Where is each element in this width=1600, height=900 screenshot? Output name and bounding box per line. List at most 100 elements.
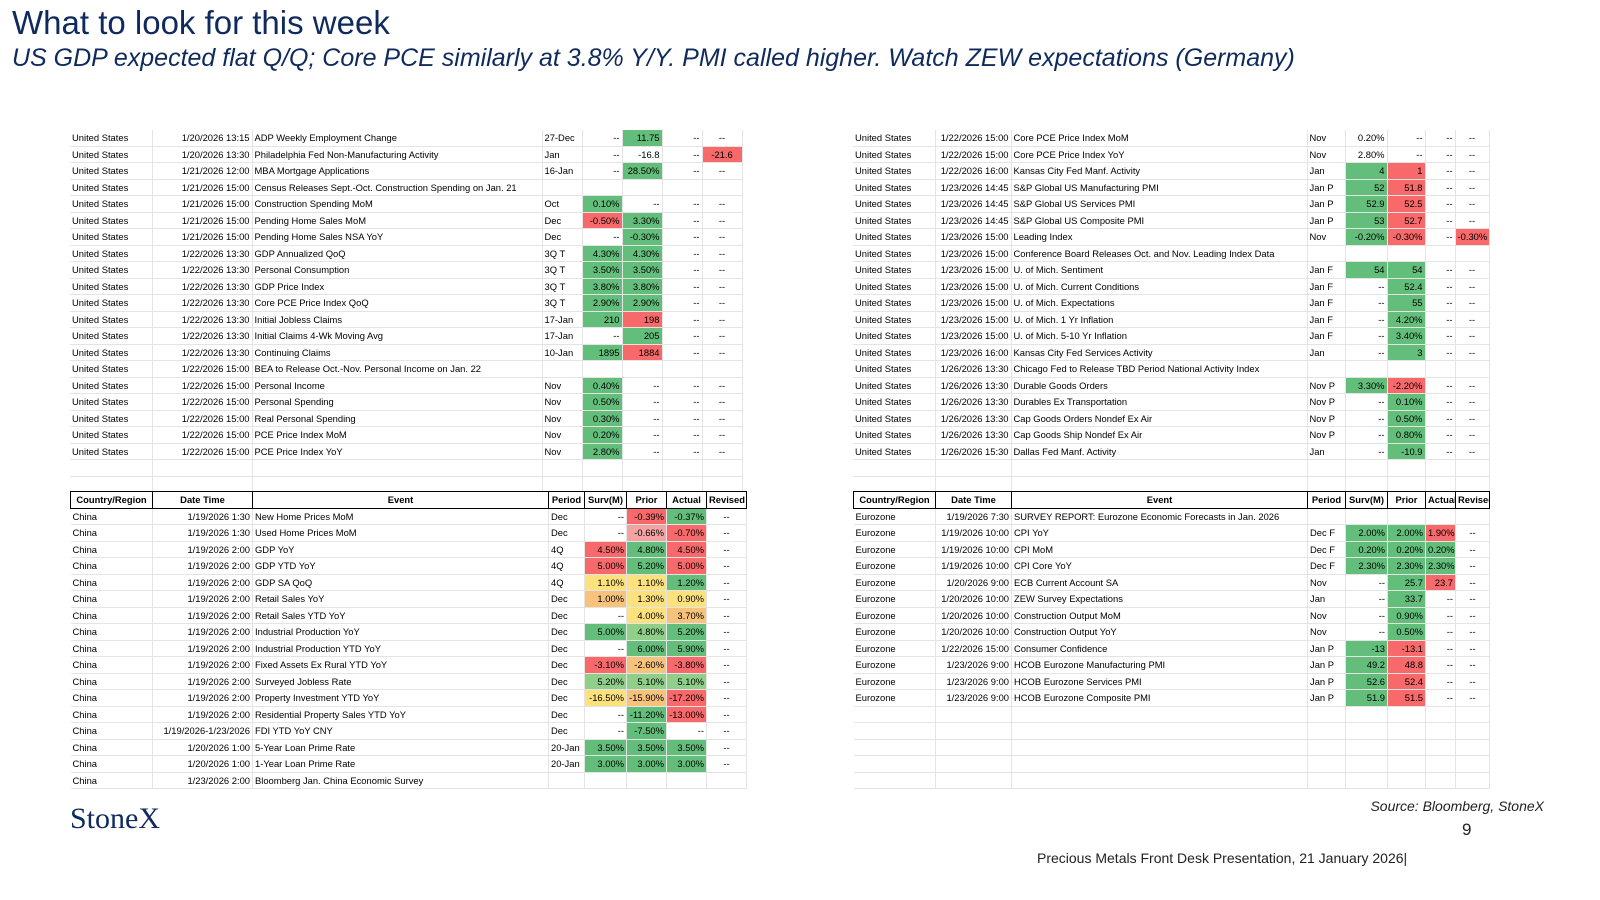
cell-survey: 0.20% <box>1345 130 1388 147</box>
column-header-period: Period <box>548 491 585 509</box>
cell-event: GDP Annualized QoQ <box>252 245 543 262</box>
column-header-datetime: Date Time <box>152 491 253 509</box>
cell-period: Dec <box>548 706 585 723</box>
cell-event: ECB Current Account SA <box>1011 574 1308 591</box>
cell-prior: 54 <box>1387 261 1426 279</box>
cell-survey: -- <box>582 327 623 345</box>
cell-datetime: 1/19/2026 2:00 <box>152 607 253 624</box>
table-row: China 1/19/2026-1/23/2026 FDI YTD YoY CNY D… <box>70 722 747 740</box>
cell-actual: -- <box>1425 162 1456 180</box>
cell-datetime: 1/26/2026 13:30 <box>935 393 1012 411</box>
cell-datetime: 1/21/2026 15:00 <box>152 228 253 246</box>
cell-event: Retail Sales YoY <box>252 590 549 608</box>
cell-prior <box>626 772 667 789</box>
cell-prior: -- <box>622 393 663 411</box>
cell-datetime: 1/19/2026 10:00 <box>935 524 1012 542</box>
cell-revised: -21.6 <box>702 146 743 163</box>
empty-cell <box>853 739 936 756</box>
cell-survey: 52.9 <box>1345 195 1388 213</box>
cell-survey: -3.10% <box>584 656 627 674</box>
cell-revised: -- <box>702 443 743 460</box>
cell-country: Eurozone <box>853 640 936 657</box>
cell-actual: -- <box>662 294 703 312</box>
cell-country: China <box>70 557 153 575</box>
cell-actual <box>666 772 707 789</box>
empty-cell <box>935 706 1012 723</box>
cell-prior: -- <box>622 426 663 444</box>
cell-prior: 3 <box>1387 344 1426 361</box>
cell-country: China <box>70 673 153 690</box>
empty-row <box>853 772 1490 789</box>
table-row: United States 1/23/2026 16:00 Kansas City … <box>853 344 1490 361</box>
cell-actual <box>1425 508 1456 525</box>
cell-actual: -- <box>666 722 707 740</box>
cell-event: ZEW Survey Expectations <box>1011 590 1308 608</box>
empty-cell <box>1455 772 1490 789</box>
cell-survey: -- <box>584 640 627 657</box>
cell-event: Industrial Production YTD YoY <box>252 640 549 657</box>
cell-survey: 1895 <box>582 344 623 361</box>
cell-datetime: 1/22/2026 16:00 <box>935 162 1012 180</box>
cell-actual: -0.70% <box>666 524 707 542</box>
cell-datetime: 1/19/2026 2:00 <box>152 656 253 674</box>
cell-actual: -- <box>662 130 703 147</box>
cell-event: Surveyed Jobless Rate <box>252 673 549 690</box>
cell-actual: -- <box>662 443 703 460</box>
table-row: China 1/19/2026 2:00 Surveyed Jobless Rate… <box>70 673 747 690</box>
cell-event: U. of Mich. Expectations <box>1011 294 1308 312</box>
source-note: Source: Bloomberg, StoneX <box>1370 798 1544 814</box>
table-row: Eurozone 1/19/2026 10:00 CPI Core YoY Dec F… <box>853 557 1490 575</box>
us-events-table-left: United States 1/20/2026 13:15 ADP Weekly E… <box>70 130 743 493</box>
cell-country: United States <box>70 212 153 229</box>
cell-period: 20-Jan <box>548 739 585 756</box>
cell-country: United States <box>853 162 936 180</box>
column-header-period: Period <box>1307 491 1346 509</box>
cell-country: China <box>70 574 153 591</box>
cell-revised: -- <box>702 228 743 246</box>
cell-survey: 0.10% <box>582 195 623 213</box>
empty-cell <box>1307 755 1346 773</box>
cell-event: U. of Mich. Current Conditions <box>1011 278 1308 295</box>
cell-period: Dec <box>548 656 585 674</box>
cell-period: Dec <box>548 590 585 608</box>
column-header-revised: Revised <box>706 491 747 509</box>
cell-country: China <box>70 607 153 624</box>
cell-survey: 2.90% <box>582 294 623 312</box>
cell-prior: 33.7 <box>1387 590 1426 608</box>
cell-period: 4Q <box>548 557 585 575</box>
cell-event: CPI MoM <box>1011 541 1308 558</box>
cell-actual: 3.00% <box>666 755 707 773</box>
empty-cell <box>1345 755 1388 773</box>
empty-cell <box>1387 739 1426 756</box>
table-row: United States 1/23/2026 14:45 S&P Global U… <box>853 195 1490 213</box>
empty-row <box>853 706 1490 723</box>
cell-revised: -- <box>1455 179 1490 196</box>
cell-period: Nov P <box>1307 377 1346 394</box>
cell-survey <box>582 360 623 378</box>
cell-survey: 210 <box>582 311 623 328</box>
cell-revised: -- <box>706 623 747 641</box>
cell-period: Dec <box>548 508 585 525</box>
cell-prior: 4.80% <box>626 623 667 641</box>
cell-revised <box>702 179 743 196</box>
table-row: United States 1/23/2026 15:00 Conference B… <box>853 245 1490 262</box>
cell-event: Personal Consumption <box>252 261 543 279</box>
cell-country: China <box>70 722 153 740</box>
cell-revised <box>1455 245 1490 262</box>
cell-survey: 0.30% <box>582 410 623 427</box>
cell-actual: -- <box>662 195 703 213</box>
empty-cell <box>1307 706 1346 723</box>
table-row: Eurozone 1/19/2026 10:00 CPI YoY Dec F 2.00%… <box>853 524 1490 542</box>
cell-country: United States <box>70 195 153 213</box>
cell-prior: 28.50% <box>622 162 663 180</box>
cell-period: Jan <box>1307 590 1346 608</box>
cell-actual: 5.10% <box>666 673 707 690</box>
cell-country: United States <box>853 228 936 246</box>
cell-revised: -- <box>702 344 743 361</box>
cell-datetime: 1/23/2026 9:00 <box>935 656 1012 674</box>
cell-survey: 2.00% <box>1345 524 1388 542</box>
cell-revised: -- <box>706 541 747 558</box>
cell-actual: -- <box>1425 607 1456 624</box>
cell-prior: -0.30% <box>1387 228 1426 246</box>
cell-country: United States <box>853 179 936 196</box>
